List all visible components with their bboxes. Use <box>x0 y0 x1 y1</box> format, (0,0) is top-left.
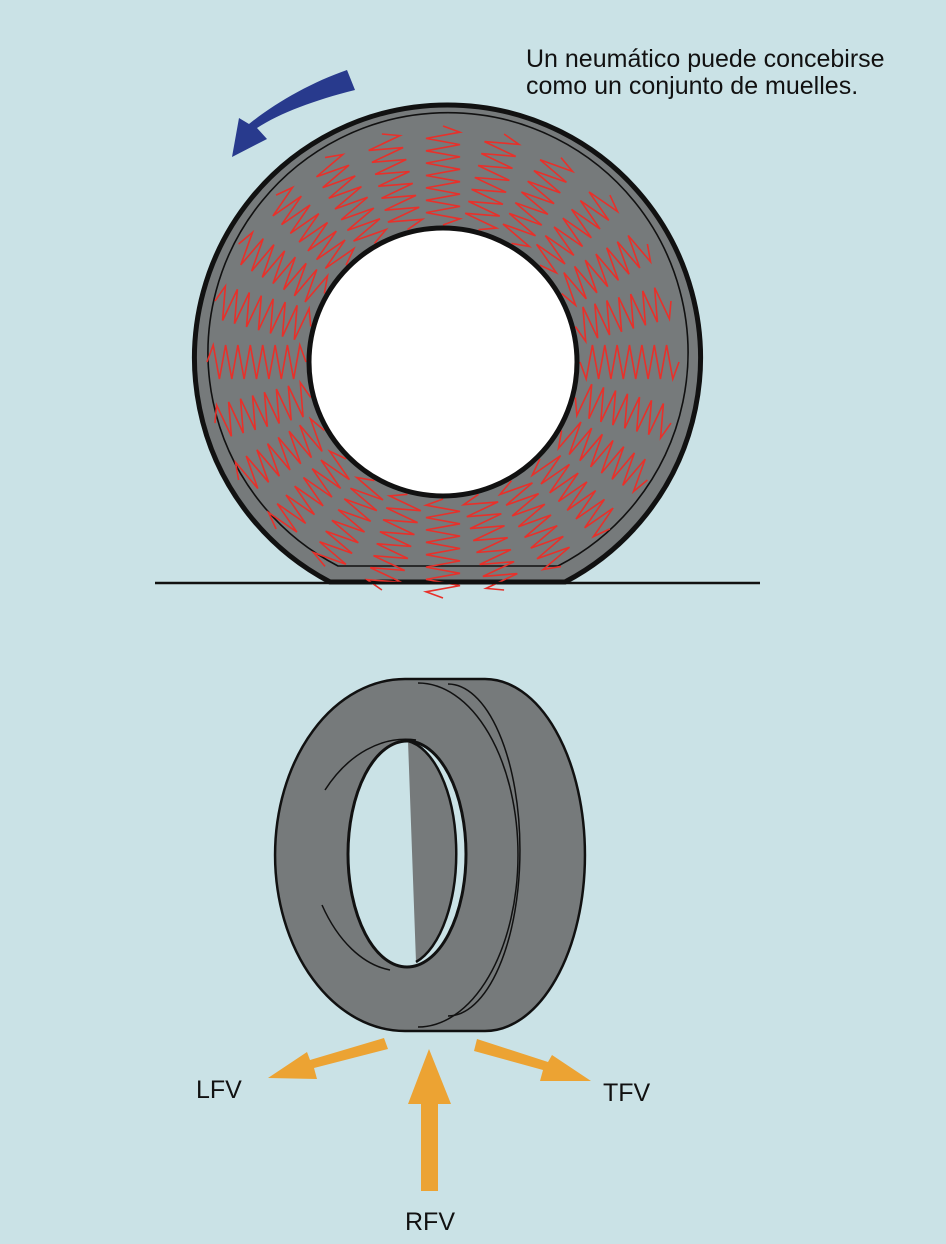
spring-coil <box>574 287 672 345</box>
caption-line-1: Un neumático puede concebirse <box>526 45 885 73</box>
tire-3d <box>273 677 587 1033</box>
rim-hole <box>306 225 580 499</box>
rotation-arrow-icon <box>232 70 355 157</box>
caption: Un neumático puede concebirse como un co… <box>526 46 946 100</box>
spring-coil <box>315 153 389 244</box>
spring-coil <box>557 421 648 495</box>
lfv-arrow-icon <box>268 1038 388 1079</box>
rfv-label: RFV <box>405 1208 455 1236</box>
spring-coil <box>574 383 672 441</box>
spring-coil <box>214 283 312 341</box>
spring-coil <box>425 125 464 226</box>
spring-coil <box>238 229 329 303</box>
spring-coil <box>364 493 422 591</box>
sidewall-bead-line <box>324 738 417 791</box>
spring-coil <box>561 234 652 308</box>
spring-coil <box>272 185 356 270</box>
spring-coil <box>368 133 426 231</box>
spring-coil <box>497 480 571 571</box>
tire-cross-section <box>192 102 703 599</box>
spring-group <box>206 125 680 599</box>
tfv-label: TFV <box>603 1079 651 1107</box>
spring-coil <box>206 341 307 380</box>
tfv-arrow-icon <box>474 1039 591 1081</box>
spring-coil <box>422 498 461 599</box>
spring-coil <box>214 379 312 437</box>
spring-coil <box>310 476 384 567</box>
tread-line-inner <box>447 683 521 1017</box>
hole-inner-tread <box>407 739 458 964</box>
spring-coil <box>535 191 620 275</box>
spring-coil <box>530 454 614 539</box>
spring-coil <box>266 449 351 533</box>
caption-line-2: como un conjunto de muelles. <box>526 72 859 100</box>
spring-coil <box>502 157 576 248</box>
spring-coil <box>579 344 680 383</box>
lfv-label: LFV <box>196 1076 242 1104</box>
sidewall-bead-line-lower <box>321 904 391 971</box>
tire-inner-line <box>207 111 689 567</box>
spring-coil <box>460 493 518 591</box>
spring-coil <box>464 133 522 231</box>
spring-coil <box>234 416 325 490</box>
tread-line-outer <box>417 682 519 1028</box>
rfv-arrow-icon <box>408 1049 451 1191</box>
